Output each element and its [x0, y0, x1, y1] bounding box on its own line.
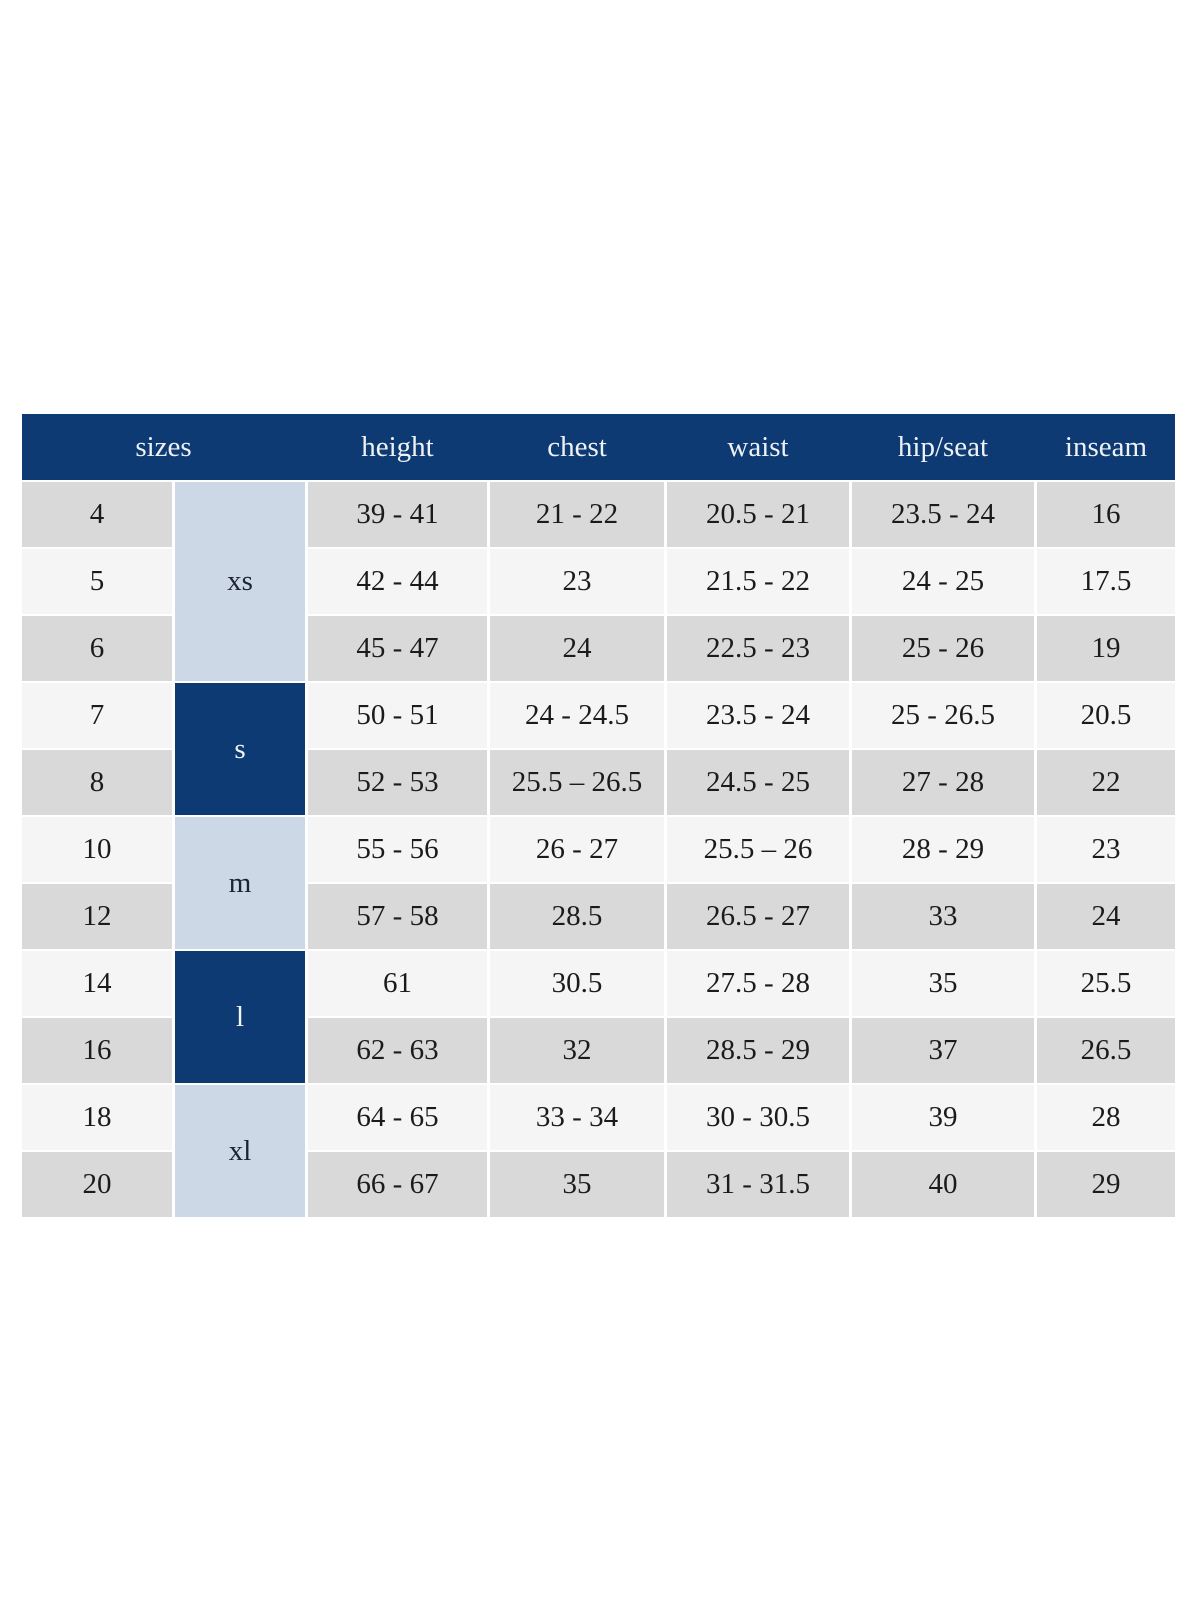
- size-cell: 20: [22, 1152, 172, 1217]
- size-cell: 7: [22, 683, 172, 748]
- hip-seat-cell: 27 - 28: [852, 750, 1034, 815]
- header-chest: chest: [547, 430, 607, 463]
- chest-cell: 21 - 22: [490, 482, 664, 547]
- size-cell: 10: [22, 817, 172, 882]
- height-cell: 50 - 51: [308, 683, 487, 748]
- group-cell-l: l: [175, 951, 305, 1083]
- hip-seat-cell: 40: [852, 1152, 1034, 1217]
- table-header-row: sizes height chest waist hip/seat inseam: [22, 414, 1175, 480]
- inseam-cell: 19: [1037, 616, 1175, 681]
- waist-cell: 24.5 - 25: [667, 750, 849, 815]
- waist-cell: 31 - 31.5: [667, 1152, 849, 1217]
- height-cell: 52 - 53: [308, 750, 487, 815]
- waist-cell: 30 - 30.5: [667, 1085, 849, 1150]
- hip-seat-cell: 25 - 26.5: [852, 683, 1034, 748]
- chest-cell: 28.5: [490, 884, 664, 949]
- hip-seat-cell: 33: [852, 884, 1034, 949]
- inseam-cell: 29: [1037, 1152, 1175, 1217]
- group-cell-m: m: [175, 817, 305, 949]
- chest-cell: 23: [490, 549, 664, 614]
- header-waist: waist: [727, 430, 789, 463]
- hip-seat-cell: 25 - 26: [852, 616, 1034, 681]
- height-cell: 62 - 63: [308, 1018, 487, 1083]
- inseam-cell: 26.5: [1037, 1018, 1175, 1083]
- waist-cell: 25.5 – 26: [667, 817, 849, 882]
- inseam-cell: 23: [1037, 817, 1175, 882]
- header-inseam: inseam: [1064, 430, 1148, 463]
- size-cell: 6: [22, 616, 172, 681]
- waist-cell: 27.5 - 28: [667, 951, 849, 1016]
- chest-cell: 32: [490, 1018, 664, 1083]
- header-hip-seat: hip/seat: [897, 430, 989, 463]
- hip-seat-cell: 39: [852, 1085, 1034, 1150]
- group-cell-s: s: [175, 683, 305, 815]
- inseam-cell: 20.5: [1037, 683, 1175, 748]
- header-height: height: [361, 430, 434, 463]
- hip-seat-cell: 23.5 - 24: [852, 482, 1034, 547]
- height-cell: 42 - 44: [308, 549, 487, 614]
- hip-seat-cell: 28 - 29: [852, 817, 1034, 882]
- size-cell: 14: [22, 951, 172, 1016]
- size-cell: 4: [22, 482, 172, 547]
- size-cell: 5: [22, 549, 172, 614]
- inseam-cell: 17.5: [1037, 549, 1175, 614]
- inseam-cell: 22: [1037, 750, 1175, 815]
- hip-seat-cell: 35: [852, 951, 1034, 1016]
- size-cell: 18: [22, 1085, 172, 1150]
- header-sizes: sizes: [135, 430, 192, 463]
- group-cell-xl: xl: [175, 1085, 305, 1217]
- waist-cell: 20.5 - 21: [667, 482, 849, 547]
- size-cell: 8: [22, 750, 172, 815]
- chest-cell: 35: [490, 1152, 664, 1217]
- size-cell: 16: [22, 1018, 172, 1083]
- chest-cell: 24 - 24.5: [490, 683, 664, 748]
- waist-cell: 22.5 - 23: [667, 616, 849, 681]
- height-cell: 66 - 67: [308, 1152, 487, 1217]
- size-cell: 12: [22, 884, 172, 949]
- chest-cell: 24: [490, 616, 664, 681]
- inseam-cell: 24: [1037, 884, 1175, 949]
- inseam-cell: 16: [1037, 482, 1175, 547]
- hip-seat-cell: 37: [852, 1018, 1034, 1083]
- waist-cell: 28.5 - 29: [667, 1018, 849, 1083]
- size-chart-table: sizes height chest waist hip/seat inseam…: [22, 414, 1175, 1217]
- height-cell: 64 - 65: [308, 1085, 487, 1150]
- height-cell: 45 - 47: [308, 616, 487, 681]
- chest-cell: 30.5: [490, 951, 664, 1016]
- chest-cell: 33 - 34: [490, 1085, 664, 1150]
- hip-seat-cell: 24 - 25: [852, 549, 1034, 614]
- chest-cell: 25.5 – 26.5: [490, 750, 664, 815]
- height-cell: 55 - 56: [308, 817, 487, 882]
- inseam-cell: 28: [1037, 1085, 1175, 1150]
- waist-cell: 23.5 - 24: [667, 683, 849, 748]
- inseam-cell: 25.5: [1037, 951, 1175, 1016]
- height-cell: 57 - 58: [308, 884, 487, 949]
- chest-cell: 26 - 27: [490, 817, 664, 882]
- group-cell-xs: xs: [175, 482, 305, 681]
- waist-cell: 21.5 - 22: [667, 549, 849, 614]
- height-cell: 39 - 41: [308, 482, 487, 547]
- height-cell: 61: [308, 951, 487, 1016]
- waist-cell: 26.5 - 27: [667, 884, 849, 949]
